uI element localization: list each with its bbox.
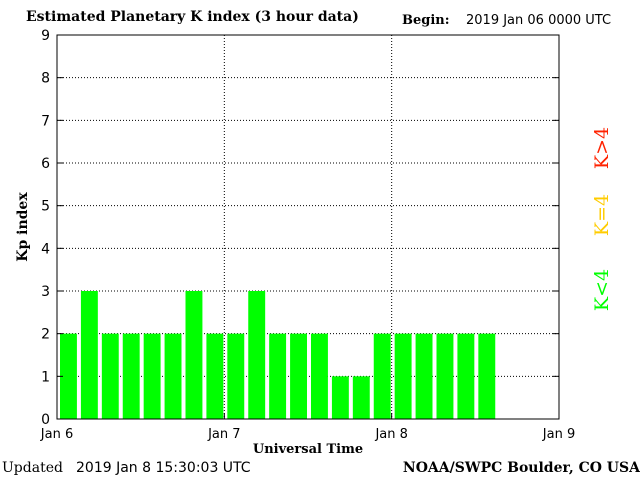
source-credit: NOAA/SWPC Boulder, CO USA xyxy=(402,460,640,476)
x-tick-label: Jan 8 xyxy=(374,427,407,442)
y-tick-label: 8 xyxy=(41,71,50,87)
kp-bar xyxy=(436,333,454,419)
kp-bar xyxy=(290,333,307,419)
y-tick-label: 6 xyxy=(41,156,50,172)
kp-bar xyxy=(269,333,287,419)
y-tick-label: 4 xyxy=(41,241,50,257)
begin-label: Begin: xyxy=(402,13,450,28)
y-tick-label: 0 xyxy=(41,412,50,428)
x-tick-label: Jan 9 xyxy=(542,427,575,442)
x-tick-label: Jan 7 xyxy=(207,427,240,442)
kp-bar xyxy=(373,333,391,419)
kp-bar xyxy=(331,376,349,419)
kp-bar xyxy=(143,333,161,419)
kp-bar xyxy=(164,333,182,419)
kp-bar xyxy=(122,333,140,419)
chart-title: Estimated Planetary K index (3 hour data… xyxy=(26,9,359,25)
plot-frame xyxy=(56,34,560,420)
y-tick-label: 9 xyxy=(41,28,50,44)
y-tick-label: 5 xyxy=(41,199,50,215)
kp-bar xyxy=(185,291,203,419)
bars xyxy=(60,291,496,419)
x-tick-label: Jan 6 xyxy=(40,427,73,442)
kp-bar xyxy=(478,333,496,419)
updated-label: Updated xyxy=(2,460,63,476)
kp-bar xyxy=(457,333,475,419)
legend-item: K=4 xyxy=(591,194,613,236)
legend-item: K<4 xyxy=(591,269,613,311)
kp-bar xyxy=(101,333,119,419)
kp-bar xyxy=(80,291,98,419)
kp-bar xyxy=(352,376,370,419)
legend-item: K>4 xyxy=(591,127,613,169)
legend: K<4 K=4 K>4 xyxy=(591,127,613,311)
kp-bar xyxy=(206,333,224,419)
y-tick-label: 3 xyxy=(41,284,50,300)
y-tick-label: 7 xyxy=(41,113,50,129)
kp-bar xyxy=(415,333,433,419)
kp-bar xyxy=(394,333,412,419)
updated-value: 2019 Jan 8 15:30:03 UTC xyxy=(76,460,251,476)
kp-bar xyxy=(311,333,328,419)
kp-bar xyxy=(60,333,77,419)
x-axis-label: Universal Time xyxy=(253,442,363,457)
y-tick-label: 1 xyxy=(41,369,50,385)
y-tick-label: 2 xyxy=(41,327,50,343)
kp-bar xyxy=(248,291,266,419)
y-axis-label: Kp index xyxy=(15,192,31,262)
grid xyxy=(57,35,559,419)
tick-labels: 0 1 2 3 4 5 6 7 8 9 Jan 6 Jan 7 Jan 8 Jan 9 xyxy=(40,28,575,442)
begin-value: 2019 Jan 06 0000 UTC xyxy=(466,13,612,28)
kp-bar xyxy=(227,333,245,419)
